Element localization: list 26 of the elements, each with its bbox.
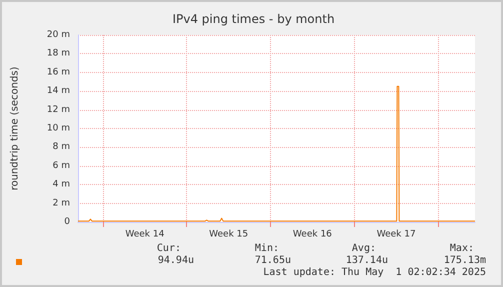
text: Last update: Thu May 1 02:02:34 2025 [263, 267, 486, 279]
y-tick-label: 16 m [46, 67, 70, 78]
y-tick-label: 2 m [52, 198, 70, 208]
text: Cur: [156, 243, 181, 255]
x-tick-label: Week 15 [209, 230, 248, 240]
text: 137.14u [346, 255, 388, 267]
x-tick-label: Week 17 [376, 230, 416, 240]
x-tick-label: Week 14 [125, 230, 165, 240]
y-axis-title: roundtrip time (seconds) [10, 66, 20, 190]
y-tick-label: 0 [64, 217, 70, 227]
y-tick-label: 12 m [46, 104, 70, 115]
y-tick-label: 18 m [46, 48, 70, 59]
text: Max: [450, 243, 474, 255]
y-tick-label: 20 m [46, 30, 70, 40]
text: Avg: [352, 243, 376, 255]
text: 71.65u [254, 255, 291, 267]
text: 94.94u [158, 255, 194, 267]
y-tick-label: 6 m [52, 160, 70, 171]
text: Min: [254, 243, 279, 255]
x-tick-label: Week 16 [292, 230, 332, 240]
chart-title: IPv4 ping times - by month [172, 12, 335, 26]
y-tick-label: 8 m [52, 142, 70, 152]
y-tick-label: 10 m [46, 124, 70, 134]
y-tick-label: 14 m [46, 86, 70, 96]
y-tick-label: 4 m [52, 180, 70, 190]
text: 175.13m [444, 255, 486, 267]
